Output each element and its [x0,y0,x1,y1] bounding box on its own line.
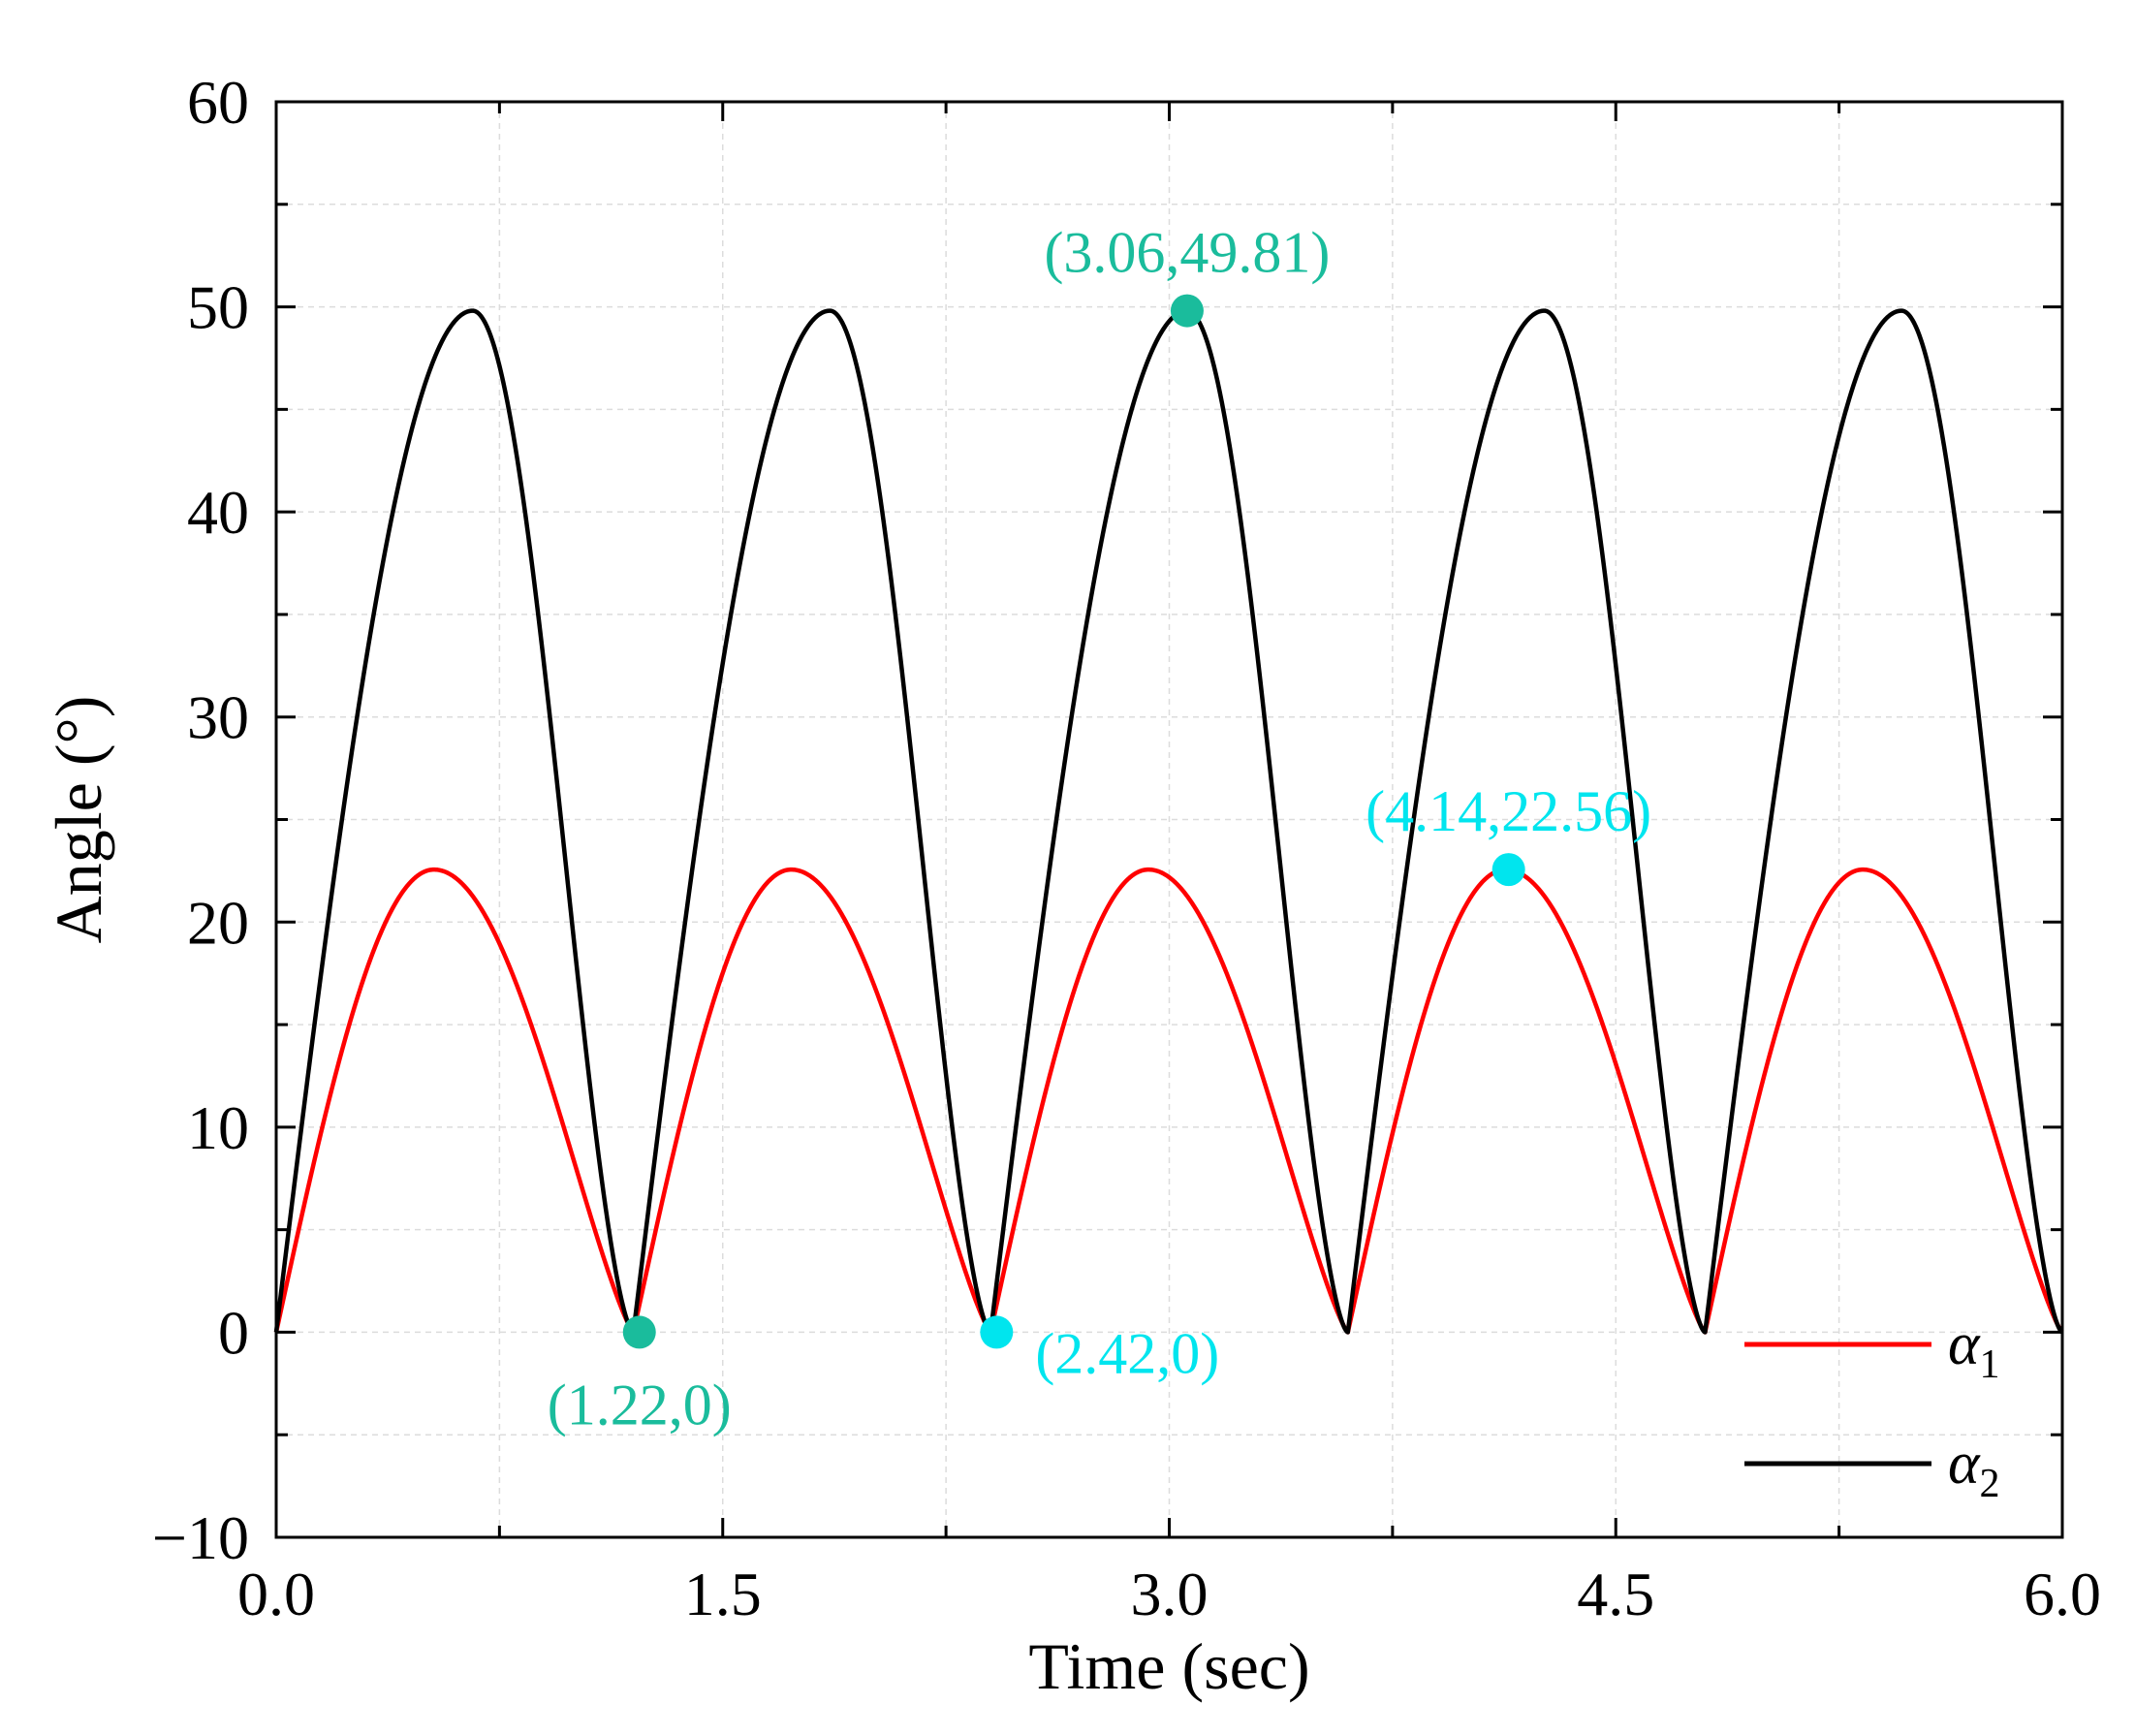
legend: α1 α2 [1744,1311,2000,1506]
series-line-α2 [273,308,2064,1335]
x-tick-label: 6.0 [2024,1560,2101,1628]
y-tick-label: 10 [187,1093,249,1162]
axis-ticks [274,100,2064,1539]
annotation-label: (4.14,22.56) [1366,779,1651,843]
legend-label: α2 [1948,1431,2000,1506]
x-tick-label: 3.0 [1131,1560,1209,1628]
annotation-marker [622,1315,656,1349]
y-tick-label: 40 [187,478,249,547]
annotation-markers [622,294,1525,1349]
y-tick-label: 0 [218,1298,249,1367]
legend-label: α1 [1948,1311,2000,1387]
y-tick-label: −10 [152,1503,249,1572]
annotations: (1.22,0) (2.42,0) (3.06,49.81) (4.14,22.56) [548,221,1651,1437]
series-line-α1 [273,867,2064,1335]
annotation-marker [1491,853,1525,887]
x-tick-label: 1.5 [684,1560,762,1628]
annotation-label: (3.06,49.81) [1044,221,1330,285]
tick-labels: 0.0 1.5 3.0 4.5 6.0 −10 0 10 20 30 40 50 60 [152,68,2101,1628]
y-tick-label: 30 [187,683,249,752]
x-tick-label: 0.0 [237,1560,315,1628]
annotation-label: (1.22,0) [548,1373,732,1436]
y-tick-label: 20 [187,888,249,957]
x-axis-title: Time (sec) [1028,1629,1309,1703]
grid [276,102,2062,1537]
annotation-label: (2.42,0) [1035,1321,1219,1385]
y-tick-label: 60 [187,68,249,137]
annotation-marker [980,1315,1014,1349]
annotation-marker [1170,294,1204,328]
series-lines [273,308,2064,1335]
y-tick-label: 50 [187,273,249,342]
x-tick-label: 4.5 [1577,1560,1654,1628]
y-axis-title: Angle (°) [42,696,115,944]
